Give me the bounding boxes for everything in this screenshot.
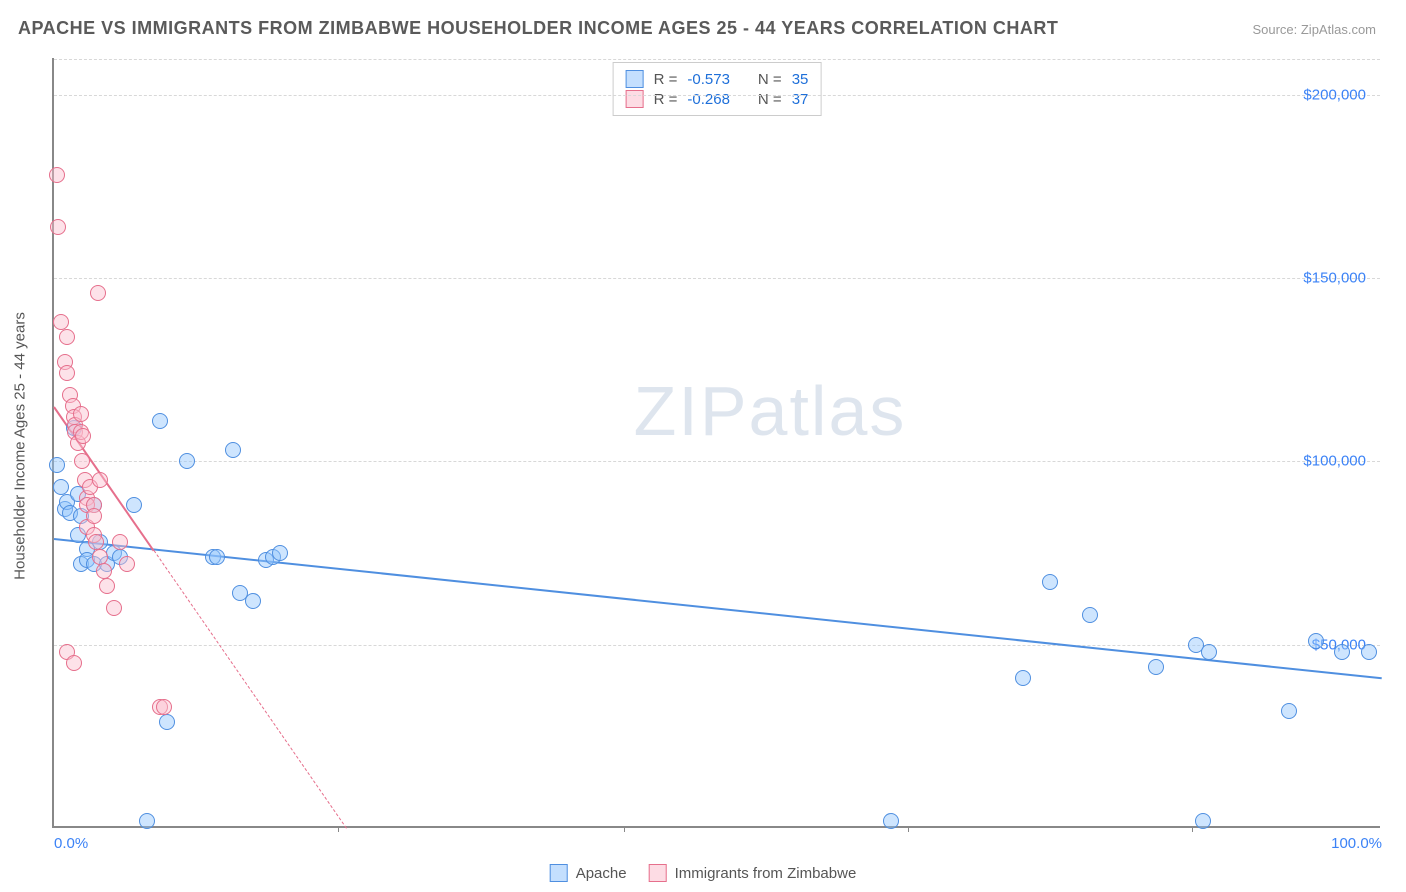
data-point	[156, 699, 172, 715]
data-point	[73, 406, 89, 422]
series-swatch	[626, 70, 644, 88]
gridline-horizontal	[54, 461, 1380, 462]
r-label: R =	[654, 71, 678, 88]
plot-area: ZIPatlas R =-0.573N =35R =-0.268N =37 $5…	[52, 58, 1380, 828]
data-point	[225, 442, 241, 458]
x-minor-tick	[624, 826, 625, 832]
data-point	[1361, 644, 1377, 660]
data-point	[49, 167, 65, 183]
legend-swatch	[649, 864, 667, 882]
y-tick-label: $150,000	[1303, 270, 1366, 287]
x-minor-tick	[1192, 826, 1193, 832]
data-point	[86, 508, 102, 524]
trend-line	[54, 538, 1382, 679]
x-tick-label: 0.0%	[54, 835, 88, 852]
data-point	[119, 556, 135, 572]
legend: Apache Immigrants from Zimbabwe	[550, 864, 857, 882]
x-minor-tick	[908, 826, 909, 832]
r-value: -0.268	[687, 91, 730, 108]
gridline-horizontal	[54, 645, 1380, 646]
data-point	[53, 314, 69, 330]
data-point	[1042, 574, 1058, 590]
y-tick-label: $200,000	[1303, 86, 1366, 103]
data-point	[1308, 633, 1324, 649]
data-point	[50, 219, 66, 235]
r-value: -0.573	[687, 71, 730, 88]
n-label: N =	[758, 71, 782, 88]
watermark-part-b: atlas	[749, 372, 907, 450]
data-point	[883, 813, 899, 829]
gridline-horizontal	[54, 95, 1380, 96]
r-label: R =	[654, 91, 678, 108]
data-point	[1015, 670, 1031, 686]
chart-title: APACHE VS IMMIGRANTS FROM ZIMBABWE HOUSE…	[18, 18, 1058, 39]
legend-swatch	[550, 864, 568, 882]
watermark-part-a: ZIP	[634, 372, 749, 450]
gridline-horizontal	[54, 59, 1380, 60]
data-point	[75, 428, 91, 444]
legend-item: Apache	[550, 864, 627, 882]
y-axis-label: Householder Income Ages 25 - 44 years	[12, 312, 29, 580]
watermark-text: ZIPatlas	[634, 371, 907, 451]
data-point	[209, 549, 225, 565]
data-point	[152, 413, 168, 429]
x-tick-label: 100.0%	[1331, 835, 1382, 852]
data-point	[49, 457, 65, 473]
data-point	[92, 472, 108, 488]
data-point	[74, 453, 90, 469]
data-point	[88, 534, 104, 550]
data-point	[112, 534, 128, 550]
data-point	[90, 285, 106, 301]
stat-row: R = -0.268 N = 37	[626, 89, 809, 109]
legend-label: Immigrants from Zimbabwe	[675, 865, 857, 882]
data-point	[92, 549, 108, 565]
data-point	[1195, 813, 1211, 829]
data-point	[139, 813, 155, 829]
data-point	[179, 453, 195, 469]
data-point	[59, 329, 75, 345]
data-point	[272, 545, 288, 561]
data-point	[53, 479, 69, 495]
n-value: 35	[792, 71, 809, 88]
data-point	[1281, 703, 1297, 719]
data-point	[1334, 644, 1350, 660]
n-label: N =	[758, 91, 782, 108]
data-point	[1201, 644, 1217, 660]
y-tick-label: $100,000	[1303, 453, 1366, 470]
data-point	[106, 600, 122, 616]
legend-label: Apache	[576, 865, 627, 882]
data-point	[1082, 607, 1098, 623]
gridline-horizontal	[54, 278, 1380, 279]
data-point	[159, 714, 175, 730]
series-swatch	[626, 90, 644, 108]
data-point	[66, 655, 82, 671]
data-point	[245, 593, 261, 609]
data-point	[126, 497, 142, 513]
data-point	[59, 365, 75, 381]
stat-row: R = -0.573 N = 35	[626, 69, 809, 89]
correlation-stats-box: R = -0.573 N = 35 R = -0.268 N = 37	[613, 62, 822, 116]
data-point	[1148, 659, 1164, 675]
legend-item: Immigrants from Zimbabwe	[649, 864, 857, 882]
data-point	[96, 563, 112, 579]
source-attribution: Source: ZipAtlas.com	[1252, 22, 1376, 37]
x-minor-tick	[338, 826, 339, 832]
data-point	[99, 578, 115, 594]
n-value: 37	[792, 91, 809, 108]
